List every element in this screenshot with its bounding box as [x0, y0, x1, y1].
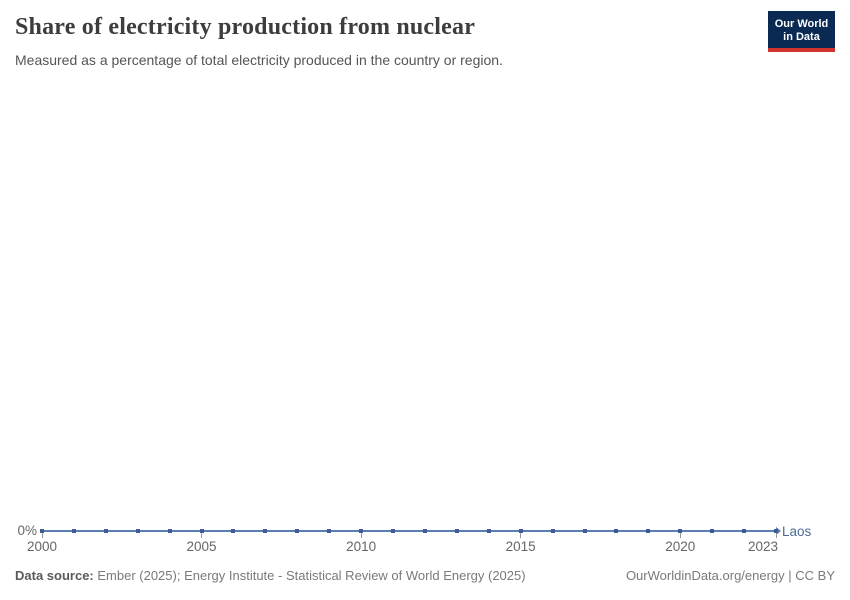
data-point-marker[interactable] — [422, 529, 427, 533]
data-point-marker[interactable] — [614, 529, 619, 533]
x-tick-label: 2010 — [346, 539, 377, 554]
x-axis-tickmark — [41, 533, 43, 538]
x-axis-tickmark — [775, 533, 777, 538]
data-point-marker[interactable] — [582, 529, 587, 533]
data-point-marker[interactable] — [550, 529, 555, 533]
data-point-marker[interactable] — [454, 529, 459, 533]
license-link[interactable]: OurWorldinData.org/energy | CC BY — [625, 568, 835, 583]
data-point-marker[interactable] — [199, 529, 204, 533]
x-tick-label: 2023 — [747, 539, 779, 554]
chart-title: Share of electricity production from nuc… — [15, 14, 476, 40]
x-tick-label: 2000 — [26, 539, 58, 554]
data-point-marker[interactable] — [678, 529, 683, 533]
data-point-marker[interactable] — [518, 529, 523, 533]
data-point-marker[interactable] — [71, 529, 76, 533]
data-point-marker[interactable] — [231, 529, 236, 533]
x-axis-tickmark — [520, 533, 522, 538]
x-tick-label: 2015 — [505, 539, 536, 554]
data-point-marker[interactable] — [774, 529, 778, 533]
data-point-marker[interactable] — [646, 529, 651, 533]
data-point-marker[interactable] — [40, 529, 44, 533]
chart-footer: Data source: Ember (2025); Energy Instit… — [15, 568, 835, 583]
data-point-marker[interactable] — [263, 529, 268, 533]
data-point-marker[interactable] — [710, 529, 715, 533]
data-source-text: Ember (2025); Energy Institute - Statist… — [93, 568, 526, 583]
data-point-marker[interactable] — [742, 529, 747, 533]
series-line — [42, 530, 776, 532]
chart-subtitle: Measured as a percentage of total electr… — [15, 52, 503, 68]
x-axis-tickmark — [360, 533, 362, 538]
x-tick-label: 2020 — [665, 539, 696, 554]
owid-logo-line1: Our World — [774, 18, 829, 30]
y-axis-tick-label: 0% — [17, 523, 37, 538]
data-point-marker[interactable] — [135, 529, 140, 533]
data-point-marker[interactable] — [486, 529, 491, 533]
data-point-marker[interactable] — [359, 529, 364, 533]
data-point-marker[interactable] — [167, 529, 172, 533]
data-point-marker[interactable] — [103, 529, 108, 533]
data-source-note: Data source: Ember (2025); Energy Instit… — [15, 568, 526, 583]
owid-logo-accent-bar — [768, 48, 835, 52]
owid-logo-line2: in Data — [783, 31, 820, 43]
x-axis-tickmark — [201, 533, 203, 538]
series-line-arrowhead — [776, 527, 781, 535]
data-point-marker[interactable] — [327, 529, 332, 533]
data-source-label: Data source: — [15, 568, 94, 583]
data-point-marker[interactable] — [295, 529, 300, 533]
series-entity-label[interactable]: Laos — [782, 524, 812, 539]
x-tick-label: 2005 — [186, 539, 217, 554]
x-axis-tickmark — [679, 533, 681, 538]
owid-logo: Our World in Data — [768, 11, 835, 52]
data-point-marker[interactable] — [391, 529, 396, 533]
